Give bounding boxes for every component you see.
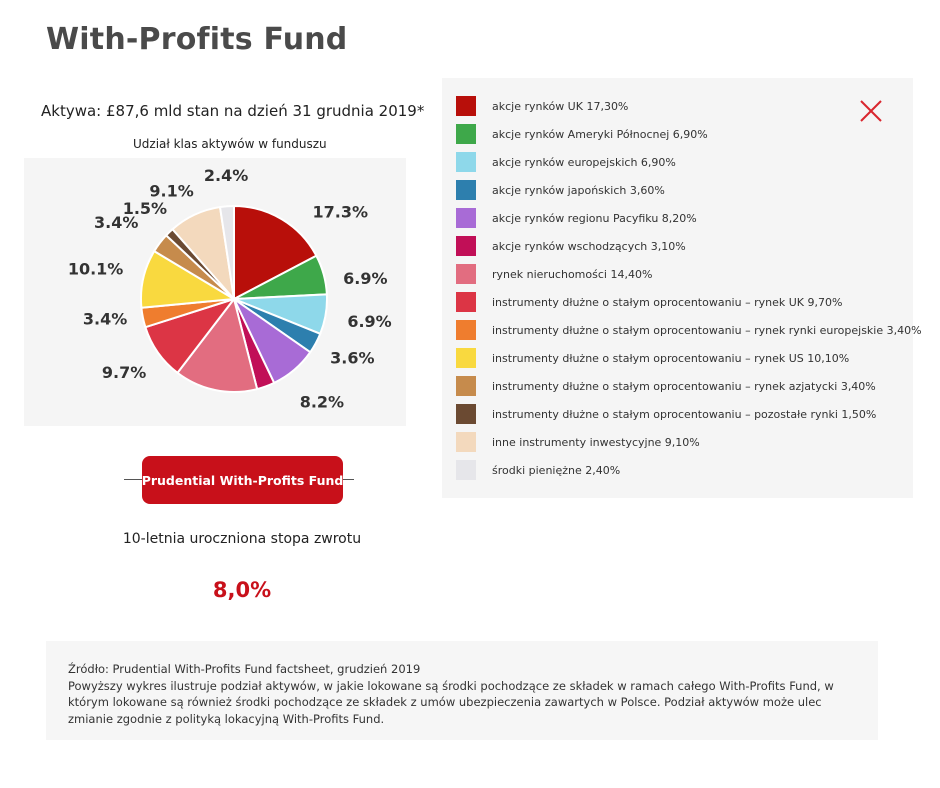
legend-swatch: [456, 320, 476, 340]
pie-slice: [176, 296, 259, 394]
legend-swatch: [456, 124, 476, 144]
divider-line-left: [124, 479, 144, 480]
pie-slice-label: 10.1%: [68, 259, 124, 278]
legend-item: instrumenty dłużne o stałym oprocentowan…: [456, 400, 922, 428]
pie-slice-label: 3.4%: [94, 213, 138, 232]
legend-item: instrumenty dłużne o stałym oprocentowan…: [456, 344, 922, 372]
legend-item: instrumenty dłużne o stałym oprocentowan…: [456, 288, 922, 316]
legend-swatch: [456, 96, 476, 116]
legend-label: akcje rynków europejskich 6,90%: [492, 155, 676, 169]
legend-swatch: [456, 404, 476, 424]
legend-label: akcje rynków japońskich 3,60%: [492, 183, 665, 197]
legend-swatch: [456, 460, 476, 480]
pie-slice-label: 3.6%: [330, 349, 374, 368]
close-icon: [860, 100, 882, 122]
close-button[interactable]: [858, 98, 884, 124]
note-body: Powyższy wykres ilustruje podział aktywó…: [68, 678, 834, 726]
legend-swatch: [456, 180, 476, 200]
pie-slice-label: 2.4%: [204, 166, 248, 185]
pie-slice: [233, 204, 318, 301]
pie-slice-label: 9.7%: [102, 363, 146, 382]
legend-label: inne instrumenty inwestycyjne 9,10%: [492, 435, 700, 449]
pie-slice-label: 8.2%: [300, 393, 344, 412]
legend-item: rynek nieruchomości 14,40%: [456, 260, 922, 288]
legend-swatch: [456, 264, 476, 284]
pie-chart: 17.3%6.9%6.9%3.6%8.2%9.7%3.4%10.1%3.4%1.…: [68, 166, 392, 412]
page-title: With-Profits Fund: [46, 22, 348, 57]
pie-slice: [218, 204, 235, 300]
chart-title: Udział klas aktywów w funduszu: [133, 137, 327, 151]
pie-slice-label: 6.9%: [347, 312, 391, 331]
legend-item: akcje rynków regionu Pacyfiku 8,20%: [456, 204, 922, 232]
source-line: Źródło: Prudential With-Profits Fund fac…: [68, 662, 421, 676]
legend-label: akcje rynków regionu Pacyfiku 8,20%: [492, 211, 697, 225]
legend-item: akcje rynków UK 17,30%: [456, 92, 922, 120]
legend-item: akcje rynków japońskich 3,60%: [456, 176, 922, 204]
legend-label: akcje rynków UK 17,30%: [492, 99, 629, 113]
legend-swatch: [456, 236, 476, 256]
pie-chart-area: 17.3% 6.9% 6.9% 3.6% 8.2% 9.7% 3.4% 10.1% 3.4% 1.…: [24, 158, 406, 426]
legend-swatch: [456, 292, 476, 312]
legend-swatch: [456, 208, 476, 228]
legend-list: akcje rynków UK 17,30% akcje rynków Amery…: [456, 92, 922, 484]
legend-label: akcje rynków Ameryki Północnej 6,90%: [492, 127, 708, 141]
pie-slice-label: 9.1%: [149, 181, 193, 200]
fund-badge: Prudential With-Profits Fund: [142, 456, 343, 504]
legend-item: instrumenty dłużne o stałym oprocentowan…: [456, 372, 922, 400]
pie-slice-label: 17.3%: [313, 203, 369, 222]
legend-swatch: [456, 432, 476, 452]
legend-item: akcje rynków europejskich 6,90%: [456, 148, 922, 176]
legend-label: instrumenty dłużne o stałym oprocentowan…: [492, 295, 843, 309]
legend-item: instrumenty dłużne o stałym oprocentowan…: [456, 316, 922, 344]
divider-line-right: [342, 479, 354, 480]
fund-badge-group: Prudential With-Profits Fund: [124, 456, 354, 504]
legend-label: instrumenty dłużne o stałym oprocentowan…: [492, 407, 877, 421]
legend-swatch: [456, 376, 476, 396]
legend-panel: akcje rynków UK 17,30% akcje rynków Amery…: [442, 78, 922, 498]
legend-label: akcje rynków wschodzących 3,10%: [492, 239, 686, 253]
return-rate-value: 8,0%: [212, 578, 272, 602]
legend-swatch: [456, 348, 476, 368]
legend-label: rynek nieruchomości 14,40%: [492, 267, 653, 281]
pie-slice-label: 3.4%: [83, 310, 127, 329]
legend-item: inne instrumenty inwestycyjne 9,10%: [456, 428, 922, 456]
pie-slice-label: 1.5%: [123, 199, 167, 218]
source-note: Źródło: Prudential With-Profits Fund fac…: [46, 641, 878, 740]
pie-slice-label: 6.9%: [343, 269, 387, 288]
legend-label: środki pieniężne 2,40%: [492, 463, 621, 477]
legend-label: instrumenty dłużne o stałym oprocentowan…: [492, 323, 922, 337]
legend-label: instrumenty dłużne o stałym oprocentowan…: [492, 351, 850, 365]
legend-item: akcje rynków Ameryki Północnej 6,90%: [456, 120, 922, 148]
legend-item: akcje rynków wschodzących 3,10%: [456, 232, 922, 260]
legend-swatch: [456, 152, 476, 172]
return-rate-label: 10-letnia uroczniona stopa zwrotu: [122, 531, 362, 547]
assets-summary: Aktywa: £87,6 mld stan na dzień 31 grudn…: [41, 102, 425, 120]
legend-label: instrumenty dłużne o stałym oprocentowan…: [492, 379, 876, 393]
legend-item: środki pieniężne 2,40%: [456, 456, 922, 484]
